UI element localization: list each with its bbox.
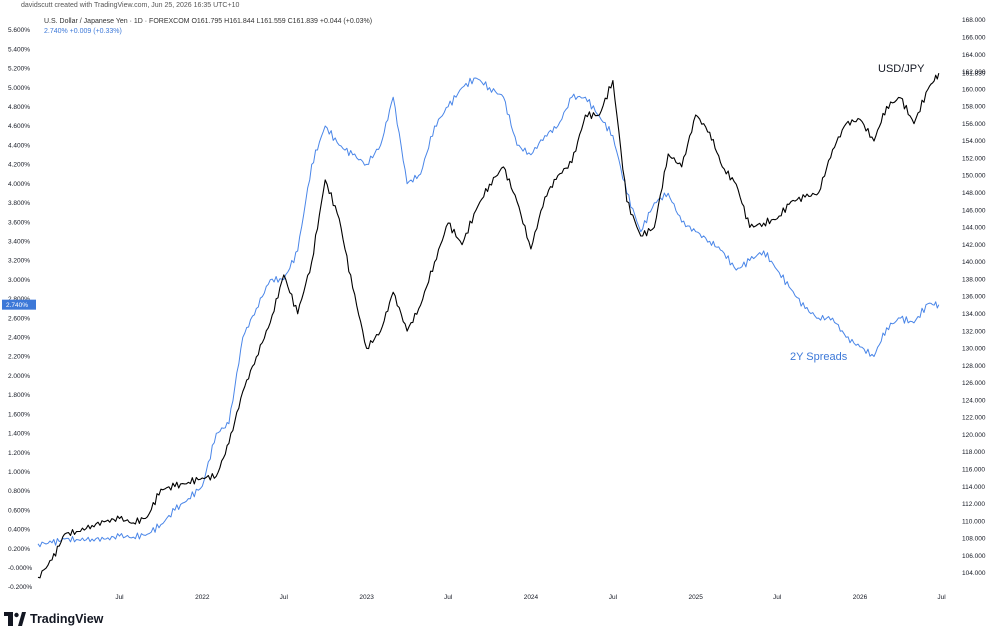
tradingview-logo-text: TradingView bbox=[30, 612, 104, 626]
right-axis-tick-label: 108.000 bbox=[962, 536, 986, 543]
left-axis-tick-label: -0.000% bbox=[8, 565, 32, 572]
left-axis-tick-label: 5.600% bbox=[8, 27, 30, 34]
left-axis-tick-label: 1.000% bbox=[8, 469, 30, 476]
left-axis-tick-label: 4.400% bbox=[8, 142, 30, 149]
right-axis-tick-label: 132.000 bbox=[962, 328, 986, 335]
right-axis-tick-label: 128.000 bbox=[962, 363, 986, 370]
left-axis-tick-label: 4.000% bbox=[8, 181, 30, 188]
right-axis-tick-label: 160.000 bbox=[962, 86, 986, 93]
left-axis-tick-label: 4.200% bbox=[8, 162, 30, 169]
left-axis-tick-label: 0.400% bbox=[8, 527, 30, 534]
right-axis-tick-label: 126.000 bbox=[962, 380, 986, 387]
left-axis: 5.600% 5.400% 5.200% 5.000% 4.800% 4.600% 4.40… bbox=[8, 27, 32, 591]
spread-last-value-tag bbox=[2, 299, 36, 310]
right-axis-tick-label: 156.000 bbox=[962, 121, 986, 128]
x-axis-tick-label: Jul bbox=[609, 594, 618, 601]
right-axis-tick-label: 144.000 bbox=[962, 225, 986, 232]
right-axis-tick-label: 164.000 bbox=[962, 52, 986, 59]
right-axis-tick-label: 130.000 bbox=[962, 346, 986, 353]
x-axis-tick-label: Jul bbox=[773, 594, 782, 601]
right-axis-tick-label: 150.000 bbox=[962, 173, 986, 180]
spreads-series-line bbox=[37, 77, 940, 548]
right-axis-tick-label: 158.000 bbox=[962, 104, 986, 111]
right-axis-tick-label: 136.000 bbox=[962, 294, 986, 301]
left-axis-tick-label: 1.400% bbox=[8, 431, 30, 438]
right-axis-tick-label: 138.000 bbox=[962, 276, 986, 283]
right-axis-tick-label: 168.000 bbox=[962, 17, 986, 24]
right-axis-tick-label: 142.000 bbox=[962, 242, 986, 249]
x-axis: Jul 2022 Jul 2023 Jul 2024 Jul 2025 Jul 2026 Jul bbox=[115, 594, 946, 601]
left-axis-tick-label: 2.200% bbox=[8, 354, 30, 361]
right-axis-tick-label: 148.000 bbox=[962, 190, 986, 197]
right-axis-tick-label: 118.000 bbox=[962, 449, 985, 456]
left-axis-tick-label: 5.200% bbox=[8, 66, 30, 73]
symbol-legend[interactable]: U.S. Dollar / Japanese Yen · 1D · FOREXC… bbox=[44, 18, 373, 25]
right-axis-tick-label: 162.000 bbox=[962, 69, 986, 76]
left-axis-tick-label: 3.200% bbox=[8, 258, 30, 265]
spreads-annotation: 2Y Spreads bbox=[790, 351, 848, 363]
right-axis-tick-label: 161.839 bbox=[962, 70, 986, 77]
right-axis-tick-label: 104.000 bbox=[962, 570, 986, 577]
left-axis-tick-label: 4.600% bbox=[8, 123, 30, 130]
right-axis-tick-label: 166.000 bbox=[962, 34, 986, 41]
usdjpy-series-line bbox=[37, 73, 940, 579]
left-axis-tick-label: 3.800% bbox=[8, 200, 30, 207]
left-axis-tick-label: 3.600% bbox=[8, 219, 30, 226]
right-axis-tick-label: 114.000 bbox=[962, 484, 985, 491]
left-axis-tick-label: -0.200% bbox=[8, 584, 32, 591]
left-axis-tick-label: 1.800% bbox=[8, 392, 30, 399]
left-axis-tick-label: 3.000% bbox=[8, 277, 30, 284]
right-axis-tick-label: 122.000 bbox=[962, 415, 986, 422]
left-axis-tick-label: 4.800% bbox=[8, 104, 30, 111]
left-axis-tick-label: 3.400% bbox=[8, 238, 30, 245]
attribution-text: davidscutt created with TradingView.com,… bbox=[21, 2, 240, 9]
right-axis-tick-label: 140.000 bbox=[962, 259, 986, 266]
x-axis-tick-label: 2024 bbox=[524, 594, 539, 601]
x-axis-tick-label: 2022 bbox=[195, 594, 210, 601]
spread-legend[interactable]: 2.740% +0.009 (+0.33%) bbox=[44, 28, 122, 35]
right-axis-tick-label: 146.000 bbox=[962, 207, 986, 214]
left-axis-tick-label: 0.800% bbox=[8, 488, 30, 495]
right-axis-tick-label: 106.000 bbox=[962, 553, 986, 560]
left-axis-tick-label: 2.000% bbox=[8, 373, 30, 380]
right-axis-tick-label: 112.000 bbox=[962, 501, 985, 508]
value-tags: 2.740% bbox=[2, 299, 36, 310]
left-axis-tick-label: 2.600% bbox=[8, 315, 30, 322]
tradingview-logo-icon bbox=[4, 612, 26, 626]
right-axis-tick-label: 116.000 bbox=[962, 467, 985, 474]
left-axis-tick-label: 0.200% bbox=[8, 546, 30, 553]
left-axis-tick-label: 1.600% bbox=[8, 411, 30, 418]
x-axis-tick-label: 2023 bbox=[359, 594, 374, 601]
right-axis-tick-label: 152.000 bbox=[962, 155, 986, 162]
left-axis-tick-label: 1.200% bbox=[8, 450, 30, 457]
right-axis-tick-label: 154.000 bbox=[962, 138, 986, 145]
right-axis-tick-label: 120.000 bbox=[962, 432, 986, 439]
spread-last-value-label: 2.740% bbox=[6, 302, 28, 309]
left-axis-tick-label: 5.000% bbox=[8, 85, 30, 92]
x-axis-tick-label: Jul bbox=[937, 594, 946, 601]
x-axis-tick-label: 2026 bbox=[853, 594, 868, 601]
left-axis-tick-label: 2.800% bbox=[8, 296, 30, 303]
left-axis-tick-label: 0.600% bbox=[8, 507, 30, 514]
series-layer bbox=[37, 73, 940, 579]
tradingview-logo[interactable]: TradingView bbox=[4, 612, 103, 626]
x-axis-tick-label: 2025 bbox=[688, 594, 703, 601]
right-axis-tick-label: 110.000 bbox=[962, 518, 985, 525]
x-axis-tick-label: Jul bbox=[115, 594, 124, 601]
x-axis-tick-label: Jul bbox=[280, 594, 289, 601]
x-axis-tick-label: Jul bbox=[444, 594, 453, 601]
left-axis-tick-label: 5.400% bbox=[8, 46, 30, 53]
right-axis-tick-label: 134.000 bbox=[962, 311, 986, 318]
usdjpy-annotation: USD/JPY bbox=[878, 63, 925, 75]
left-axis-tick-label: 2.400% bbox=[8, 335, 30, 342]
right-axis-tick-label: 124.000 bbox=[962, 397, 986, 404]
